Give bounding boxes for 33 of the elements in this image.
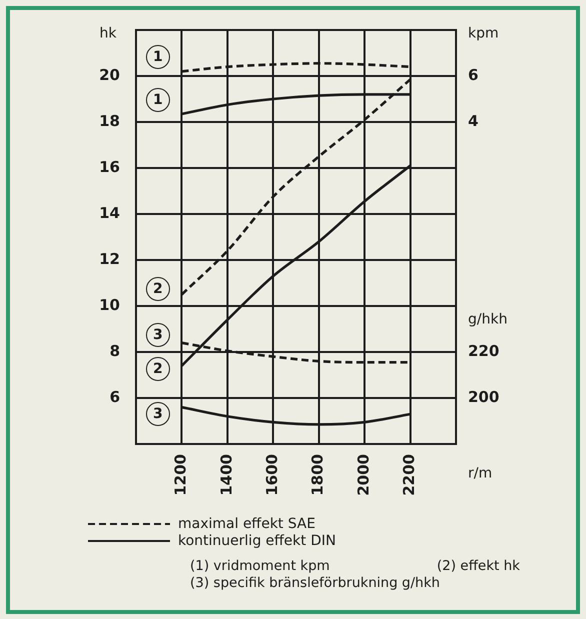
y3-axis-title: g/hkh	[468, 312, 508, 328]
annotation: 1	[146, 88, 170, 112]
annotation: 3	[146, 402, 170, 426]
x-tick-label: 1800	[308, 454, 327, 496]
y-tick-label: 16	[99, 158, 120, 176]
y2-tick-label: 4	[468, 112, 478, 130]
annotation: 1	[146, 44, 170, 69]
y-axis-title: hk	[100, 26, 118, 42]
x-tick-label: 2000	[354, 454, 372, 496]
x-tick-label: 1600	[263, 454, 282, 496]
annotation: 2	[146, 276, 170, 301]
x-tick-label: 1200	[172, 454, 190, 496]
y3-tick-label: 220	[468, 342, 500, 360]
y-tick-label: 10	[99, 296, 120, 314]
text: (2) effekt hk	[436, 558, 520, 575]
y2-axis-title: kpm	[468, 26, 499, 42]
text: (3) specifik bränsleförbrukning g/hkh	[190, 575, 440, 592]
y-tick-label: 12	[99, 250, 120, 268]
annotation: 3	[146, 322, 170, 347]
text: kontinuerlig effekt DIN	[178, 532, 336, 548]
y3-tick-label: 200	[468, 388, 500, 406]
x-tick-label: 2200	[400, 454, 418, 496]
annotation: 2	[146, 357, 170, 382]
y-tick-label: 18	[99, 112, 120, 130]
text: maximal effekt SAE	[178, 516, 316, 532]
x-tick-label: 1400	[217, 454, 236, 496]
y-tick-label: 20	[99, 66, 120, 84]
y2-tick-label: 6	[468, 66, 478, 84]
text: (1) vridmoment kpm	[190, 558, 330, 575]
y-tick-label: 14	[99, 204, 120, 222]
y-tick-label: 8	[110, 342, 120, 360]
y-tick-label: 6	[110, 388, 120, 406]
x-axis-title: r/m	[468, 466, 492, 482]
